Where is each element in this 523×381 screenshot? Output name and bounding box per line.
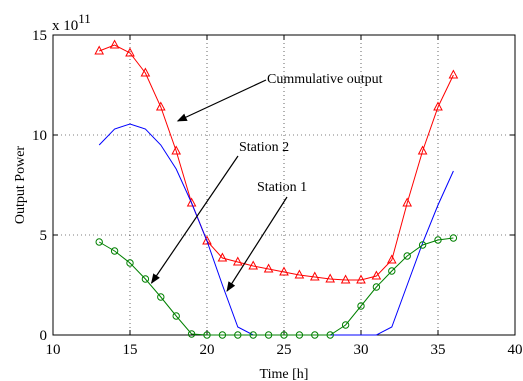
circle-marker: [295, 331, 304, 339]
triangle-marker: [309, 271, 320, 281]
triangle-marker: [402, 197, 413, 207]
triangle-marker: [294, 269, 305, 279]
triangle-marker: [186, 197, 197, 207]
y-axis-multiplier-base: x 10: [52, 18, 78, 34]
y-axis-multiplier: x 1011: [52, 11, 91, 34]
x-tick-label: 40: [508, 342, 523, 358]
x-tick-label: 30: [354, 342, 369, 358]
triangle-marker: [263, 263, 274, 273]
triangle-marker: [386, 254, 397, 264]
series-group: [94, 39, 459, 339]
series-line: [99, 44, 454, 281]
triangle-marker: [340, 274, 351, 284]
x-tick-label: 25: [277, 342, 292, 358]
series-line: [98, 237, 454, 336]
y-axis: 0 5 10 15: [32, 28, 515, 344]
triangle-marker: [202, 235, 212, 245]
annotation-cumulative-output: Cummulative output: [267, 72, 383, 87]
circle-marker: [434, 236, 442, 244]
x-axis: 10 15 20 25 30 35 40: [46, 35, 523, 358]
triangle-marker: [109, 39, 120, 49]
x-tick-label: 10: [46, 342, 61, 358]
circle-marker: [110, 247, 119, 255]
circle-marker: [326, 331, 334, 339]
triangle-marker: [356, 274, 366, 284]
y-tick-label: 0: [40, 328, 48, 344]
triangle-marker: [232, 256, 243, 266]
series-2: [95, 234, 458, 339]
triangle-marker: [94, 45, 105, 55]
annotation-station-2: Station 2: [239, 140, 289, 155]
y-tick-label: 15: [32, 28, 47, 44]
annotation-cumulative-arrow: [176, 79, 267, 122]
series-0: [94, 39, 459, 284]
annotation-station-2-arrow: [150, 155, 239, 284]
circle-marker: [418, 241, 427, 249]
annotation-station-1-arrow: [226, 196, 288, 292]
triangle-marker: [171, 145, 182, 155]
triangle-marker: [248, 260, 259, 270]
x-axis-label: Time [h]: [260, 367, 309, 381]
triangle-marker: [371, 270, 382, 280]
circle-marker: [449, 234, 458, 242]
circle-marker: [249, 331, 257, 339]
circle-marker: [234, 331, 242, 339]
circle-marker: [280, 331, 288, 339]
triangle-marker: [125, 47, 135, 57]
y-tick-label: 5: [40, 228, 48, 244]
circle-marker: [218, 331, 227, 339]
y-axis-label: Output Power: [13, 146, 28, 225]
circle-marker: [388, 267, 396, 275]
x-tick-label: 20: [200, 342, 215, 358]
triangle-marker: [325, 273, 336, 283]
circle-marker: [264, 331, 273, 339]
circle-marker: [95, 238, 103, 246]
triangle-marker: [433, 101, 443, 111]
x-tick-label: 35: [431, 342, 446, 358]
annotation-station-1: Station 1: [257, 180, 307, 195]
circle-marker: [357, 302, 365, 310]
triangle-marker: [140, 67, 151, 77]
circle-marker: [311, 331, 319, 339]
triangle-marker: [279, 266, 289, 276]
grid: [53, 35, 515, 335]
circle-marker: [403, 252, 411, 260]
circle-marker: [341, 321, 350, 329]
triangle-marker: [217, 252, 228, 262]
circle-marker: [172, 312, 180, 320]
circle-marker: [141, 275, 150, 283]
circle-marker: [372, 283, 381, 291]
circle-marker: [187, 330, 196, 338]
triangle-marker: [155, 101, 166, 111]
circle-marker: [157, 293, 165, 301]
y-tick-label: 10: [32, 128, 47, 144]
circle-marker: [126, 259, 134, 267]
x-tick-label: 15: [123, 342, 138, 358]
triangle-marker: [448, 69, 459, 79]
circle-marker: [203, 331, 211, 339]
triangle-marker: [417, 145, 428, 155]
annotations: Cummulative output Station 2 Station 1: [150, 72, 383, 292]
y-axis-multiplier-exponent: 11: [78, 11, 91, 26]
